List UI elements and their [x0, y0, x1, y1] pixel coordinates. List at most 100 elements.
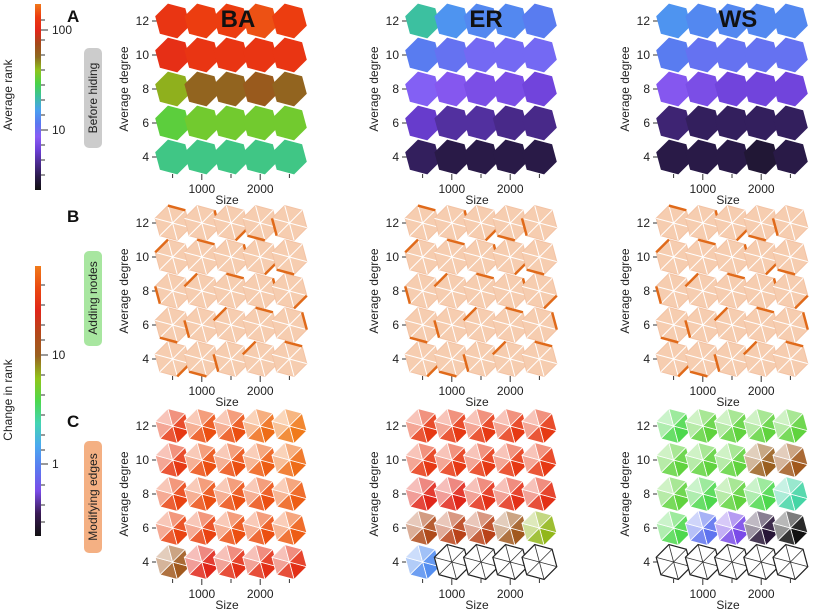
- hex-cell: [772, 475, 809, 513]
- hex-mark: [242, 71, 278, 107]
- hex-spoke: [714, 251, 733, 258]
- hex-spoke: [184, 353, 202, 360]
- hex-mark: [492, 105, 528, 141]
- y-tick-label: 6: [392, 116, 399, 130]
- hex-spoke: [184, 285, 202, 292]
- hex-cell: [242, 509, 279, 547]
- hex-spoke: [702, 324, 708, 343]
- hex-spoke: [172, 243, 186, 258]
- hex-cell: [433, 307, 470, 343]
- hex-spoke: [463, 285, 482, 292]
- hex-spoke: [673, 277, 687, 292]
- hex-edge-highlight: [713, 354, 721, 373]
- hex-cell: [655, 543, 692, 581]
- hex-cell: [743, 3, 779, 39]
- hex-spoke: [509, 209, 524, 224]
- hex-cell: [434, 139, 470, 175]
- x-axis-label: Size: [465, 598, 489, 612]
- hex-mark: [463, 71, 499, 107]
- hex-spoke: [509, 222, 516, 241]
- hex-spoke: [789, 290, 796, 309]
- y-tick-label: 4: [392, 555, 399, 569]
- y-tick-label: 10: [136, 48, 150, 62]
- hex-spoke: [790, 256, 808, 263]
- hex-mark: [743, 71, 779, 107]
- hex-spoke: [760, 345, 775, 360]
- hex-cell: [713, 306, 750, 343]
- hex-spoke: [673, 561, 679, 580]
- hex-cell: [154, 307, 191, 344]
- y-tick-label: 4: [643, 150, 650, 164]
- x-axis-label: Size: [716, 395, 740, 409]
- hex-spoke: [492, 353, 511, 360]
- y-tick-label: 12: [637, 14, 651, 28]
- hex-spoke: [155, 217, 173, 224]
- hex-spoke: [276, 324, 290, 339]
- hex-spoke: [714, 353, 733, 360]
- hex-mark: [272, 37, 307, 73]
- x-tick-label: 2000: [247, 384, 274, 398]
- hex-cell: [405, 37, 440, 73]
- hex-spoke: [255, 341, 261, 360]
- hex-spoke: [242, 217, 261, 224]
- hex-spoke: [702, 209, 716, 224]
- hex-cell: [404, 509, 441, 547]
- hex-edge-highlight: [417, 204, 436, 212]
- hex-spoke: [718, 324, 733, 339]
- hex-spoke: [225, 307, 232, 326]
- hex-cell: [714, 272, 750, 309]
- hex-spoke: [230, 256, 237, 275]
- hex-spoke: [702, 345, 716, 360]
- y-tick-label: 6: [392, 318, 399, 332]
- hex-cell: [463, 272, 499, 309]
- hex-cell: [434, 3, 470, 39]
- hex-mark: [522, 3, 557, 39]
- hex-mark: [184, 37, 220, 73]
- hex-wedge: [538, 514, 558, 534]
- hex-spoke: [785, 273, 791, 292]
- hex-cell: [183, 341, 220, 378]
- y-tick-label: 8: [392, 82, 399, 96]
- hex-spoke: [539, 311, 553, 326]
- hex-edge-highlight: [727, 272, 746, 280]
- hex-spoke: [668, 307, 675, 326]
- hex-edge-highlight: [433, 320, 441, 339]
- x-axis-label: Size: [215, 598, 239, 612]
- hex-spoke: [417, 205, 424, 224]
- hex-spoke: [159, 324, 173, 339]
- hex-spoke: [772, 353, 791, 360]
- hex-spoke: [172, 222, 178, 241]
- hex-cell: [463, 37, 499, 73]
- hex-spoke: [288, 290, 295, 309]
- hex-spoke: [731, 243, 746, 258]
- hex-spoke: [467, 222, 482, 237]
- hex-spoke: [480, 345, 495, 360]
- hex-spoke: [255, 205, 261, 224]
- hex-spoke: [230, 243, 245, 258]
- hex-spoke: [697, 307, 704, 326]
- hex-spoke: [480, 209, 495, 224]
- hex-cell: [183, 205, 221, 241]
- hex-cell: [241, 340, 279, 377]
- hex-spoke: [785, 307, 791, 326]
- hex-cell: [742, 340, 780, 377]
- hex-spoke: [668, 239, 675, 258]
- hex-spoke: [539, 358, 557, 365]
- hex-cell: [271, 543, 308, 581]
- row-tag-label-modifying-edges: Modifying edges: [86, 453, 100, 540]
- hex-cell: [404, 543, 441, 581]
- hex-spoke: [731, 209, 746, 224]
- hex-cell: [434, 71, 470, 107]
- hex-spoke: [697, 273, 704, 292]
- hex-cell: [492, 273, 529, 309]
- hex-cell: [714, 3, 750, 39]
- hex-cell: [154, 341, 191, 378]
- hex-spoke: [777, 324, 791, 339]
- y-tick-label: 4: [392, 352, 399, 366]
- hex-spoke: [689, 358, 704, 373]
- hex-spoke: [259, 277, 274, 292]
- hex-cell: [655, 238, 692, 275]
- colorbar-rank-label: Average rank: [1, 58, 15, 130]
- hex-edge-highlight: [212, 354, 220, 373]
- hex-spoke: [756, 205, 762, 224]
